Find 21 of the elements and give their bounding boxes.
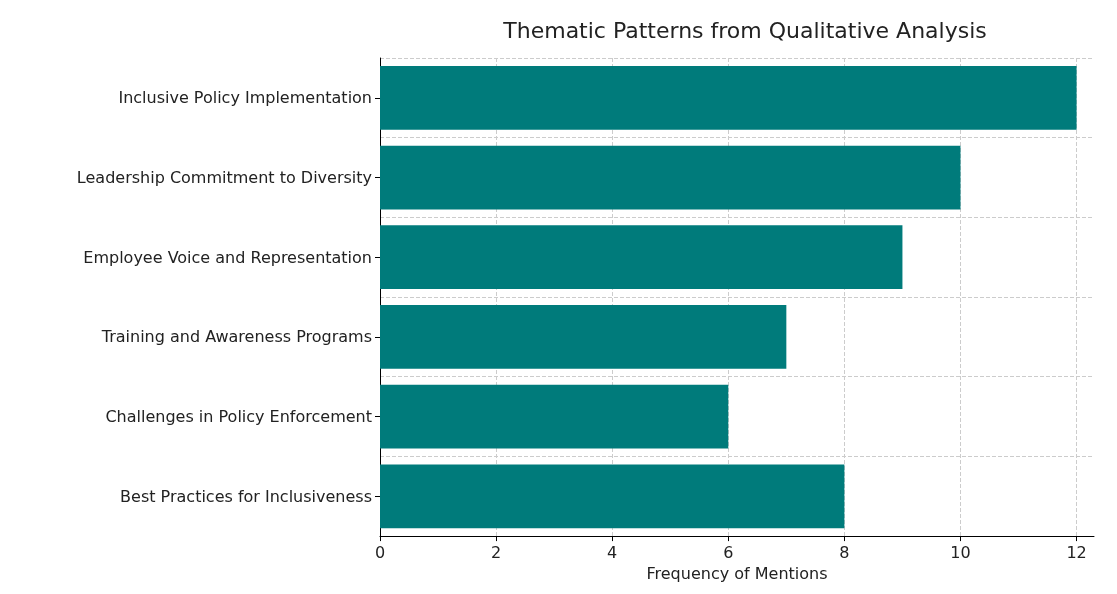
x-axis-title: Frequency of Mentions bbox=[646, 563, 828, 583]
bar bbox=[380, 145, 961, 210]
x-tick-label: 0 bbox=[374, 542, 386, 562]
x-tick-label: 4 bbox=[607, 542, 618, 562]
bar bbox=[380, 305, 787, 369]
x-tick-label: 2 bbox=[491, 542, 502, 562]
x-tick-label: 8 bbox=[839, 542, 850, 562]
x-tick-label: 6 bbox=[723, 542, 734, 562]
x-tick-label: 10 bbox=[950, 542, 971, 562]
y-tick-label: Leadership Commitment to Diversity bbox=[76, 168, 372, 188]
bar bbox=[380, 464, 845, 529]
y-tick-label: Best Practices for Inclusiveness bbox=[120, 486, 372, 506]
chart-title: Thematic Patterns from Qualitative Analysis bbox=[502, 17, 987, 43]
y-tick-label: Employee Voice and Representation bbox=[83, 247, 372, 267]
bar bbox=[380, 384, 729, 449]
bar bbox=[380, 225, 903, 290]
bar bbox=[380, 65, 1077, 130]
y-tick-label: Training and Awareness Programs bbox=[100, 327, 372, 347]
y-tick-label: Inclusive Policy Implementation bbox=[118, 88, 372, 108]
x-tick-label: 12 bbox=[1066, 542, 1087, 562]
y-tick-label: Challenges in Policy Enforcement bbox=[105, 407, 372, 427]
